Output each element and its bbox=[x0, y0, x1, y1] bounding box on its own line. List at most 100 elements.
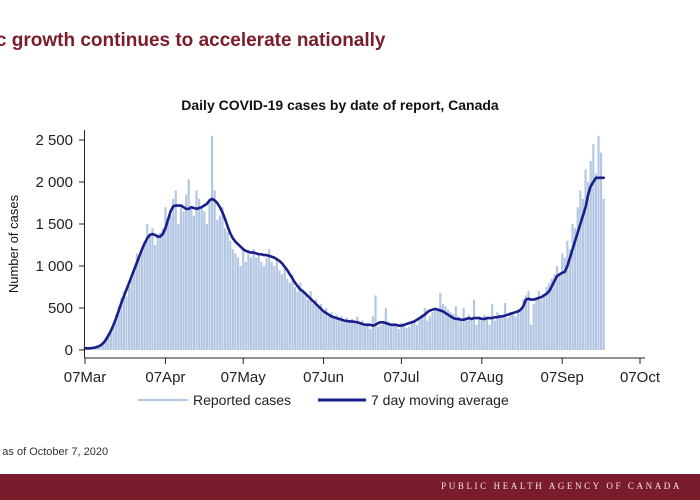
bar bbox=[400, 323, 403, 350]
bar bbox=[459, 318, 463, 350]
bar bbox=[384, 308, 387, 350]
bar bbox=[446, 309, 450, 350]
bar bbox=[332, 318, 336, 350]
y-tick-label: 500 bbox=[48, 300, 73, 317]
bar bbox=[548, 282, 551, 350]
bar bbox=[296, 291, 299, 350]
bar bbox=[260, 261, 263, 350]
bar bbox=[558, 274, 561, 350]
bar bbox=[130, 276, 133, 350]
bar bbox=[561, 253, 564, 350]
bar bbox=[159, 232, 162, 350]
bar bbox=[301, 291, 304, 350]
bar bbox=[140, 247, 144, 350]
bar bbox=[278, 270, 281, 350]
bar bbox=[568, 249, 572, 350]
bar bbox=[392, 324, 395, 350]
bar bbox=[465, 320, 468, 350]
bar bbox=[265, 257, 268, 350]
bar bbox=[519, 308, 522, 350]
bar bbox=[602, 198, 605, 350]
bar bbox=[112, 323, 115, 350]
bar bbox=[283, 266, 286, 350]
bar bbox=[262, 266, 266, 350]
bar bbox=[325, 308, 328, 350]
bar bbox=[470, 318, 473, 350]
bar bbox=[293, 287, 297, 350]
bar bbox=[584, 169, 587, 350]
bar bbox=[153, 245, 157, 350]
bar bbox=[213, 190, 216, 350]
bar bbox=[457, 316, 460, 350]
bar bbox=[529, 324, 533, 350]
bar bbox=[195, 190, 198, 350]
bar bbox=[226, 232, 229, 350]
bar bbox=[242, 249, 245, 350]
bar bbox=[389, 326, 393, 350]
x-tick-label: 07Oct bbox=[620, 369, 661, 386]
bar bbox=[177, 224, 180, 350]
axes-layer: 0 500 1 000 1 500 2 000 2 500 07Mar 07Apr 07May 0… bbox=[35, 130, 661, 386]
bar bbox=[151, 228, 154, 350]
bar bbox=[511, 314, 515, 350]
series-line-moving-average bbox=[83, 176, 605, 350]
bar bbox=[491, 303, 494, 350]
bar bbox=[187, 179, 190, 350]
bar bbox=[366, 323, 369, 350]
bar bbox=[566, 240, 569, 350]
bar bbox=[252, 249, 255, 350]
bar bbox=[356, 316, 359, 350]
bar bbox=[382, 323, 385, 350]
bar bbox=[174, 190, 177, 350]
bar bbox=[231, 249, 234, 350]
bar bbox=[571, 224, 574, 350]
bar bbox=[488, 324, 491, 350]
bar bbox=[553, 274, 556, 350]
bar bbox=[369, 329, 372, 350]
bar bbox=[496, 312, 499, 350]
bar bbox=[597, 135, 600, 350]
bar bbox=[415, 324, 419, 350]
bar bbox=[275, 257, 279, 350]
slide-title: Epidemic growth continues to accelerate … bbox=[0, 30, 700, 60]
legend-label-bars: Reported cases bbox=[193, 392, 291, 408]
bar bbox=[501, 318, 504, 350]
bar bbox=[454, 306, 457, 350]
bar bbox=[107, 333, 110, 350]
bar bbox=[579, 190, 582, 350]
bar bbox=[421, 314, 424, 350]
bar bbox=[408, 326, 411, 350]
bar bbox=[234, 253, 237, 350]
bar bbox=[185, 194, 188, 350]
bar bbox=[148, 236, 151, 350]
bar bbox=[504, 302, 507, 350]
bar bbox=[351, 318, 354, 350]
bar bbox=[574, 228, 577, 350]
x-tick-label: 07Apr bbox=[145, 369, 185, 386]
bar bbox=[540, 299, 543, 350]
legend-label-line: 7 day moving average bbox=[371, 392, 509, 408]
bar bbox=[498, 316, 502, 350]
bar bbox=[338, 319, 341, 350]
y-axis-label: Number of cases bbox=[6, 194, 21, 294]
bar bbox=[545, 287, 548, 350]
bar bbox=[467, 314, 470, 350]
bar bbox=[509, 312, 512, 350]
bar bbox=[405, 328, 408, 350]
bar bbox=[483, 314, 486, 350]
y-tick-label: 1 500 bbox=[35, 216, 73, 233]
bar bbox=[524, 295, 527, 350]
bar bbox=[431, 312, 434, 350]
bar bbox=[317, 308, 320, 350]
bar bbox=[223, 228, 227, 350]
bar bbox=[218, 215, 221, 350]
bar bbox=[299, 282, 302, 350]
x-tick-label: 07May bbox=[221, 369, 267, 386]
bar bbox=[493, 320, 496, 350]
bar bbox=[426, 320, 429, 350]
bar bbox=[395, 323, 398, 350]
bar bbox=[312, 303, 315, 350]
bar bbox=[600, 152, 603, 350]
bar bbox=[594, 173, 597, 350]
bar bbox=[128, 286, 131, 350]
